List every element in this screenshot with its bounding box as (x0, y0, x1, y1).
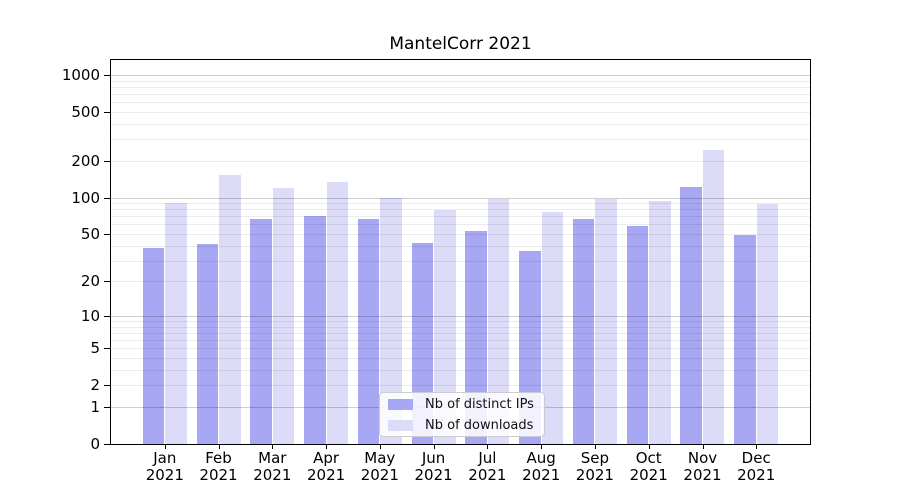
bar-downloads-jul (487, 198, 510, 444)
x-tick-label: Oct 2021 (629, 449, 668, 484)
x-tick-label: Jan 2021 (145, 449, 184, 484)
plot-area: Nb of distinct IPs Nb of downloads (110, 59, 811, 445)
legend-label-distinct-ips: Nb of distinct IPs (425, 396, 534, 412)
y-tick-mark (104, 160, 111, 162)
bars-layer (111, 60, 810, 444)
y-tick-mark (104, 444, 111, 445)
bar-downloads-feb (219, 175, 241, 444)
x-tick-mark (756, 444, 758, 449)
bar-ips-feb (196, 244, 219, 444)
x-tick-label: Apr 2021 (307, 449, 346, 484)
x-tick-label: Mar 2021 (253, 449, 292, 484)
x-tick-label: Jun 2021 (414, 449, 453, 484)
x-tick-mark (379, 444, 381, 449)
legend-swatch-distinct-ips (388, 398, 413, 410)
bar-ips-jul (465, 230, 487, 444)
y-tick-label: 2 (90, 376, 100, 395)
legend-label-downloads: Nb of downloads (425, 417, 534, 433)
y-tick-mark (104, 385, 111, 387)
bar-downloads-nov (702, 150, 725, 444)
x-tick-label: Dec 2021 (737, 449, 776, 484)
x-tick-mark (433, 444, 435, 449)
x-tick-mark (487, 444, 489, 449)
bar-ips-oct (626, 226, 649, 444)
y-tick-label: 200 (71, 151, 100, 170)
bar-ips-sep (572, 218, 595, 444)
x-tick-mark (594, 444, 596, 449)
y-tick-mark (104, 348, 111, 350)
y-tick-label: 5 (90, 339, 100, 358)
bar-downloads-jan (165, 202, 187, 444)
bar-downloads-may (380, 197, 402, 444)
x-tick-mark (164, 444, 166, 449)
bar-ips-dec (734, 235, 756, 444)
bar-downloads-mar (272, 187, 295, 444)
y-tick-label: 1 (90, 398, 100, 416)
legend-item-downloads: Nb of downloads (388, 418, 536, 433)
bar-ips-apr (304, 215, 326, 444)
y-tick-label: 1000 (61, 66, 100, 84)
y-tick-mark (104, 197, 111, 199)
y-tick-label: 100 (71, 188, 100, 207)
bar-ips-nov (680, 186, 702, 444)
x-tick-label: May 2021 (360, 449, 399, 484)
x-tick-label: Jul 2021 (468, 449, 507, 484)
y-tick-mark (104, 315, 111, 317)
y-tick-mark (104, 234, 111, 235)
x-tick-mark (648, 444, 650, 449)
bar-ips-jan (142, 248, 165, 444)
y-tick-mark (104, 75, 111, 76)
y-tick-label: 10 (80, 306, 100, 325)
x-tick-label: Aug 2021 (522, 449, 561, 484)
bar-downloads-aug (541, 212, 564, 444)
x-tick-mark (702, 444, 704, 449)
legend-swatch-downloads (388, 419, 413, 431)
chart-title: MantelCorr 2021 (389, 34, 532, 54)
bar-ips-mar (250, 219, 272, 444)
x-tick-mark (326, 444, 328, 449)
x-tick-label: Nov 2021 (683, 449, 722, 484)
y-tick-mark (104, 407, 111, 408)
x-tick-label: Sep 2021 (575, 449, 614, 484)
y-tick-label: 50 (80, 225, 100, 243)
bar-downloads-oct (649, 201, 671, 444)
bar-downloads-apr (326, 181, 349, 444)
x-tick-mark (272, 444, 274, 449)
bar-downloads-jun (434, 210, 456, 444)
y-tick-label: 20 (80, 272, 100, 291)
y-tick-label: 500 (71, 103, 100, 121)
bar-downloads-sep (595, 198, 617, 444)
x-tick-mark (218, 444, 220, 449)
legend: Nb of distinct IPs Nb of downloads (379, 392, 545, 437)
y-tick-mark (104, 112, 111, 113)
bar-downloads-dec (756, 203, 779, 444)
y-tick-mark (104, 281, 111, 283)
y-tick-label: 0 (90, 435, 100, 453)
x-tick-label: Feb 2021 (199, 449, 238, 484)
x-tick-mark (541, 444, 543, 449)
bar-ips-may (357, 219, 380, 444)
legend-item-distinct-ips: Nb of distinct IPs (388, 397, 536, 412)
